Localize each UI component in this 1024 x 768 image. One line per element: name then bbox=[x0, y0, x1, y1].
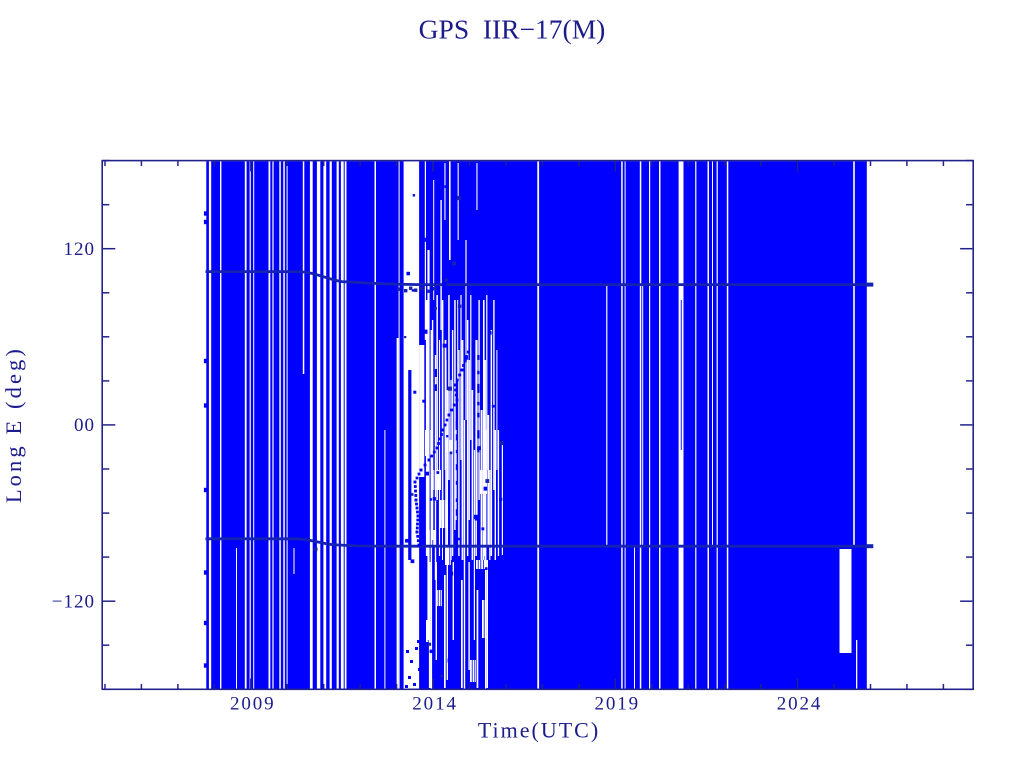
svg-text:2014: 2014 bbox=[412, 694, 458, 715]
svg-text:120: 120 bbox=[64, 239, 96, 260]
svg-text:2009: 2009 bbox=[230, 694, 276, 715]
svg-text:Long E (deg): Long E (deg) bbox=[1, 346, 26, 503]
svg-text:2024: 2024 bbox=[777, 694, 823, 715]
svg-text:00: 00 bbox=[74, 415, 95, 436]
svg-text:GPS IIR−17(M): GPS IIR−17(M) bbox=[419, 14, 606, 45]
svg-text:Time(UTC): Time(UTC) bbox=[478, 718, 600, 743]
svg-text:−120: −120 bbox=[52, 591, 95, 612]
svg-text:2019: 2019 bbox=[594, 694, 640, 715]
